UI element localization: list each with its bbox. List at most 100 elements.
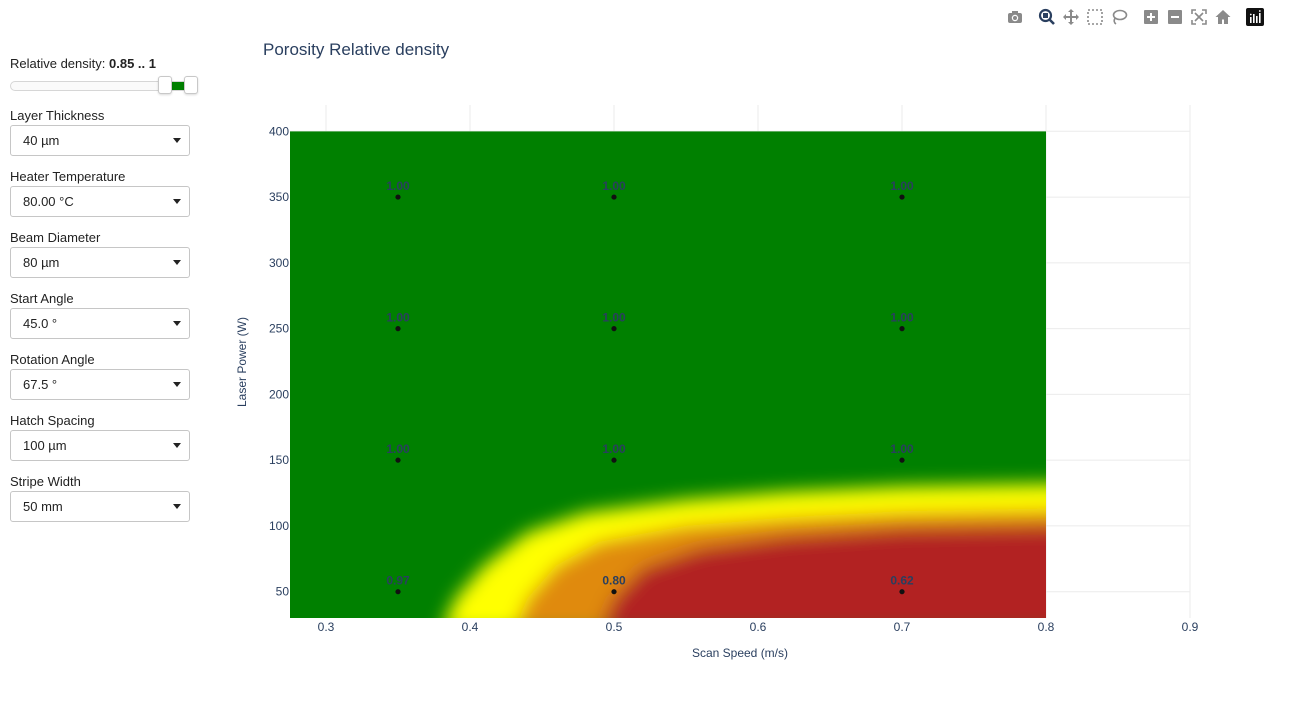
data-point-label: 1.00 [386, 179, 410, 193]
lasso-select-icon[interactable] [1110, 8, 1128, 26]
density-slider-label: Relative density: 0.85 .. 1 [10, 56, 200, 71]
caret-down-icon[interactable] [173, 504, 181, 509]
caret-down-icon[interactable] [173, 382, 181, 387]
slider-handle-low[interactable] [157, 76, 172, 94]
data-points: 1.00 1.00 1.00 1.00 1.00 1.00 1.00 1.00 1.00 0.97… [386, 179, 914, 595]
data-point[interactable]: 1.00 [890, 442, 914, 463]
caret-down-icon[interactable] [173, 199, 181, 204]
layer-thickness-label: Layer Thickness [10, 108, 105, 123]
data-point-label: 1.00 [890, 311, 914, 325]
data-point[interactable]: 0.62 [890, 574, 914, 595]
y-tick-label: 150 [269, 453, 289, 467]
start-angle-field: Start Angle 45.0 ° [10, 291, 200, 339]
caret-down-icon[interactable] [173, 321, 181, 326]
autoscale-icon[interactable] [1190, 8, 1208, 26]
data-point[interactable]: 1.00 [602, 311, 626, 332]
data-point-marker[interactable] [611, 457, 617, 463]
layer-thickness-value: 40 µm [23, 133, 60, 148]
y-tick-label: 50 [276, 585, 290, 599]
start-angle-select[interactable]: 45.0 ° [10, 308, 190, 339]
beam-diameter-field: Beam Diameter 80 µm [10, 230, 200, 278]
data-point-marker[interactable] [611, 589, 617, 595]
density-range-slider[interactable] [10, 76, 198, 95]
data-point[interactable]: 1.00 [602, 442, 626, 463]
heater-temperature-label: Heater Temperature [10, 169, 126, 184]
heater-temperature-value: 80.00 °C [23, 194, 74, 209]
control-panel: Relative density: 0.85 .. 1 Layer Thickn… [10, 52, 200, 522]
data-point-label: 1.00 [602, 179, 626, 193]
zoom-icon[interactable] [1038, 8, 1056, 26]
data-point-marker[interactable] [395, 194, 401, 200]
start-angle-value: 45.0 ° [23, 316, 58, 331]
slider-handle-high[interactable] [184, 76, 198, 94]
density-value: 0.85 .. 1 [109, 56, 156, 71]
data-point[interactable]: 0.80 [602, 574, 626, 595]
data-point-label: 0.62 [890, 574, 914, 588]
data-point[interactable]: 1.00 [890, 311, 914, 332]
stripe-width-select[interactable]: 50 mm [10, 491, 190, 522]
hatch-spacing-label: Hatch Spacing [10, 413, 95, 428]
stripe-width-label: Stripe Width [10, 474, 81, 489]
caret-down-icon[interactable] [173, 260, 181, 265]
heater-temperature-field: Heater Temperature 80.00 °C [10, 169, 200, 217]
layer-thickness-field: Layer Thickness 40 µm [10, 108, 200, 156]
data-point-marker[interactable] [611, 194, 617, 200]
start-angle-label: Start Angle [10, 291, 74, 306]
data-point-label: 1.00 [386, 311, 410, 325]
data-point-marker[interactable] [611, 326, 617, 332]
heatmap-low-density-region [605, 525, 1046, 619]
y-tick-label: 350 [269, 190, 289, 204]
y-axis-title: Laser Power (W) [235, 317, 249, 407]
beam-diameter-select[interactable]: 80 µm [10, 247, 190, 278]
heatmap-transition-zone [446, 483, 1046, 619]
parameter-dropdowns: Layer Thickness 40 µm Heater Temperature 80… [10, 108, 200, 522]
y-tick-label: 250 [269, 322, 289, 336]
data-point[interactable]: 0.97 [386, 574, 410, 595]
x-tick-label: 0.7 [894, 620, 911, 634]
caret-down-icon[interactable] [173, 443, 181, 448]
rotation-angle-value: 67.5 ° [23, 377, 58, 392]
data-point-marker[interactable] [899, 457, 905, 463]
data-point[interactable]: 1.00 [890, 179, 914, 200]
data-point[interactable]: 1.00 [602, 179, 626, 200]
y-tick-label: 400 [269, 124, 289, 138]
pan-icon[interactable] [1062, 8, 1080, 26]
data-point-marker[interactable] [395, 457, 401, 463]
data-point-label: 0.80 [602, 574, 626, 588]
data-point[interactable]: 1.00 [386, 311, 410, 332]
layer-thickness-select[interactable]: 40 µm [10, 125, 190, 156]
data-point-label: 0.97 [386, 574, 410, 588]
density-label: Relative density: [10, 56, 106, 71]
box-select-icon[interactable] [1086, 8, 1104, 26]
slider-selected-track [169, 82, 184, 90]
reset-axes-icon[interactable] [1214, 8, 1232, 26]
data-point-marker[interactable] [899, 589, 905, 595]
data-point-marker[interactable] [899, 326, 905, 332]
camera-icon[interactable] [1006, 8, 1024, 26]
rotation-angle-select[interactable]: 67.5 ° [10, 369, 190, 400]
heater-temperature-select[interactable]: 80.00 °C [10, 186, 190, 217]
rotation-angle-field: Rotation Angle 67.5 ° [10, 352, 200, 400]
data-point-label: 1.00 [890, 179, 914, 193]
x-tick-label: 0.8 [1038, 620, 1055, 634]
zoom-in-icon[interactable] [1142, 8, 1160, 26]
beam-diameter-value: 80 µm [23, 255, 60, 270]
data-point-marker[interactable] [899, 194, 905, 200]
data-point-label: 1.00 [890, 442, 914, 456]
caret-down-icon[interactable] [173, 138, 181, 143]
heatmap-surface [290, 131, 1046, 619]
zoom-out-icon[interactable] [1166, 8, 1184, 26]
data-point[interactable]: 1.00 [386, 442, 410, 463]
data-point-label: 1.00 [602, 442, 626, 456]
hatch-spacing-field: Hatch Spacing 100 µm [10, 413, 200, 461]
rotation-angle-label: Rotation Angle [10, 352, 95, 367]
stripe-width-value: 50 mm [23, 499, 63, 514]
x-tick-label: 0.5 [606, 620, 623, 634]
data-point[interactable]: 1.00 [386, 179, 410, 200]
hatch-spacing-select[interactable]: 100 µm [10, 430, 190, 461]
data-point-marker[interactable] [395, 589, 401, 595]
data-point-label: 1.00 [386, 442, 410, 456]
plotly-logo-icon[interactable] [1246, 8, 1264, 26]
data-point-marker[interactable] [395, 326, 401, 332]
